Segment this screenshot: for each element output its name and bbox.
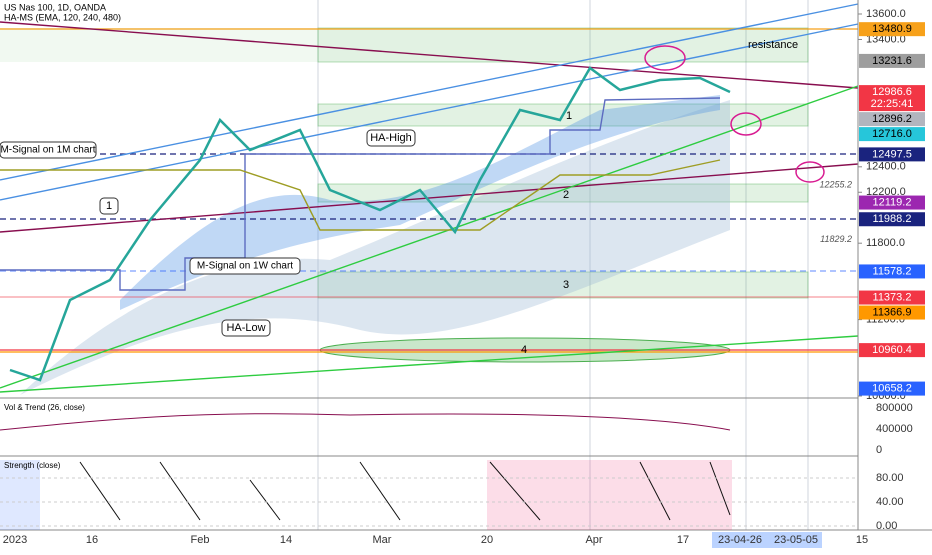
price-tag [859, 195, 925, 210]
strength-shade [0, 460, 40, 530]
price-tag [859, 147, 925, 162]
indicator: HA-MS (EMA, 120, 240, 480) [4, 12, 121, 22]
level-label: 12255.2 [819, 180, 852, 190]
strength-lines [79, 461, 731, 521]
note: HA-Low [226, 322, 265, 334]
price-tick: 11800.0 [866, 237, 905, 249]
price-tag [859, 112, 925, 127]
strength-tick: 80.00 [876, 472, 904, 484]
price-tick: 13600.0 [866, 8, 906, 20]
price-tag-label: 10960.4 [872, 344, 912, 356]
date-label: 16 [86, 534, 98, 546]
level-label: 11829.2 [820, 234, 852, 244]
date-label: 23-05-05 [774, 534, 818, 546]
date-label: 23-04-26 [718, 534, 762, 546]
date-label: 14 [280, 534, 292, 546]
date-label: Feb [191, 534, 210, 546]
price-tag [859, 343, 925, 358]
circles [644, 45, 825, 183]
vertical-grid [317, 0, 809, 530]
cloud [20, 100, 730, 395]
price-tag [859, 381, 925, 396]
trend-curve [0, 413, 731, 431]
volume-tick: 800000 [876, 402, 913, 414]
strength-tick: 0.00 [876, 520, 897, 532]
callout-boxes [0, 129, 416, 337]
note: M-Signal on 1W chart [197, 261, 293, 272]
price-tag-label: 12986.6 [872, 86, 912, 98]
price-tag [859, 212, 925, 227]
date-highlight [712, 532, 822, 548]
price-tag-label: 11366.9 [873, 306, 912, 318]
price-tag-label: 12119.2 [873, 196, 912, 208]
countdown: 22:25:41 [871, 98, 914, 110]
note: resistance [748, 39, 798, 51]
price-tag [859, 22, 925, 37]
note: 1 [566, 110, 572, 122]
levels [0, 28, 858, 353]
date-label: 20 [481, 534, 493, 546]
cloud-inner [120, 95, 720, 310]
symbol: US Nas 100, 1D, OANDA [4, 2, 106, 12]
zone-left [0, 28, 318, 62]
volume-tick: 0 [876, 444, 882, 456]
date-label: 17 [677, 534, 689, 546]
price-tag-label: 12497.5 [872, 148, 912, 160]
price-tag [859, 264, 925, 279]
note: M-Signal on 1M chart [0, 145, 95, 156]
price-tag [859, 290, 925, 305]
price-path [9, 66, 731, 382]
price-tag-label: 12896.2 [872, 113, 912, 125]
note: 2 [563, 189, 569, 201]
note: 4 [521, 344, 527, 356]
note: 3 [563, 279, 569, 291]
strength-tick: 40.00 [876, 496, 904, 508]
pane-title: Strength (close) [4, 461, 61, 470]
price-tag-label: 13231.6 [872, 55, 912, 67]
date-label: 15 [856, 534, 868, 546]
price-tick: 13400.0 [866, 33, 906, 45]
price-tag [859, 53, 925, 68]
trend-lines [0, 3, 859, 393]
date-label: 2023 [3, 534, 27, 546]
note: HA-High [370, 132, 412, 144]
pane-title: Vol & Trend (26, close) [4, 403, 85, 412]
price-tag-label: 11988.2 [873, 213, 912, 225]
note: 1 [106, 200, 112, 212]
volume-tick: 400000 [876, 423, 913, 435]
date-label: Mar [373, 534, 392, 546]
price-tag [859, 127, 925, 142]
price-tag-label: 11373.2 [873, 291, 912, 303]
price-tag-label: 10658.2 [872, 382, 912, 394]
price-tag-label: 13480.9 [872, 23, 912, 35]
price-tag-label: 12716.0 [872, 128, 912, 140]
price-tick: 12200.0 [866, 186, 906, 198]
strength-shade [487, 460, 732, 530]
price-tick: 12400.0 [866, 161, 906, 173]
zones [317, 27, 809, 299]
price-tag [859, 305, 925, 320]
price-tag [859, 85, 925, 112]
price-tag-label: 11578.2 [873, 265, 912, 277]
date-label: Apr [585, 534, 602, 546]
